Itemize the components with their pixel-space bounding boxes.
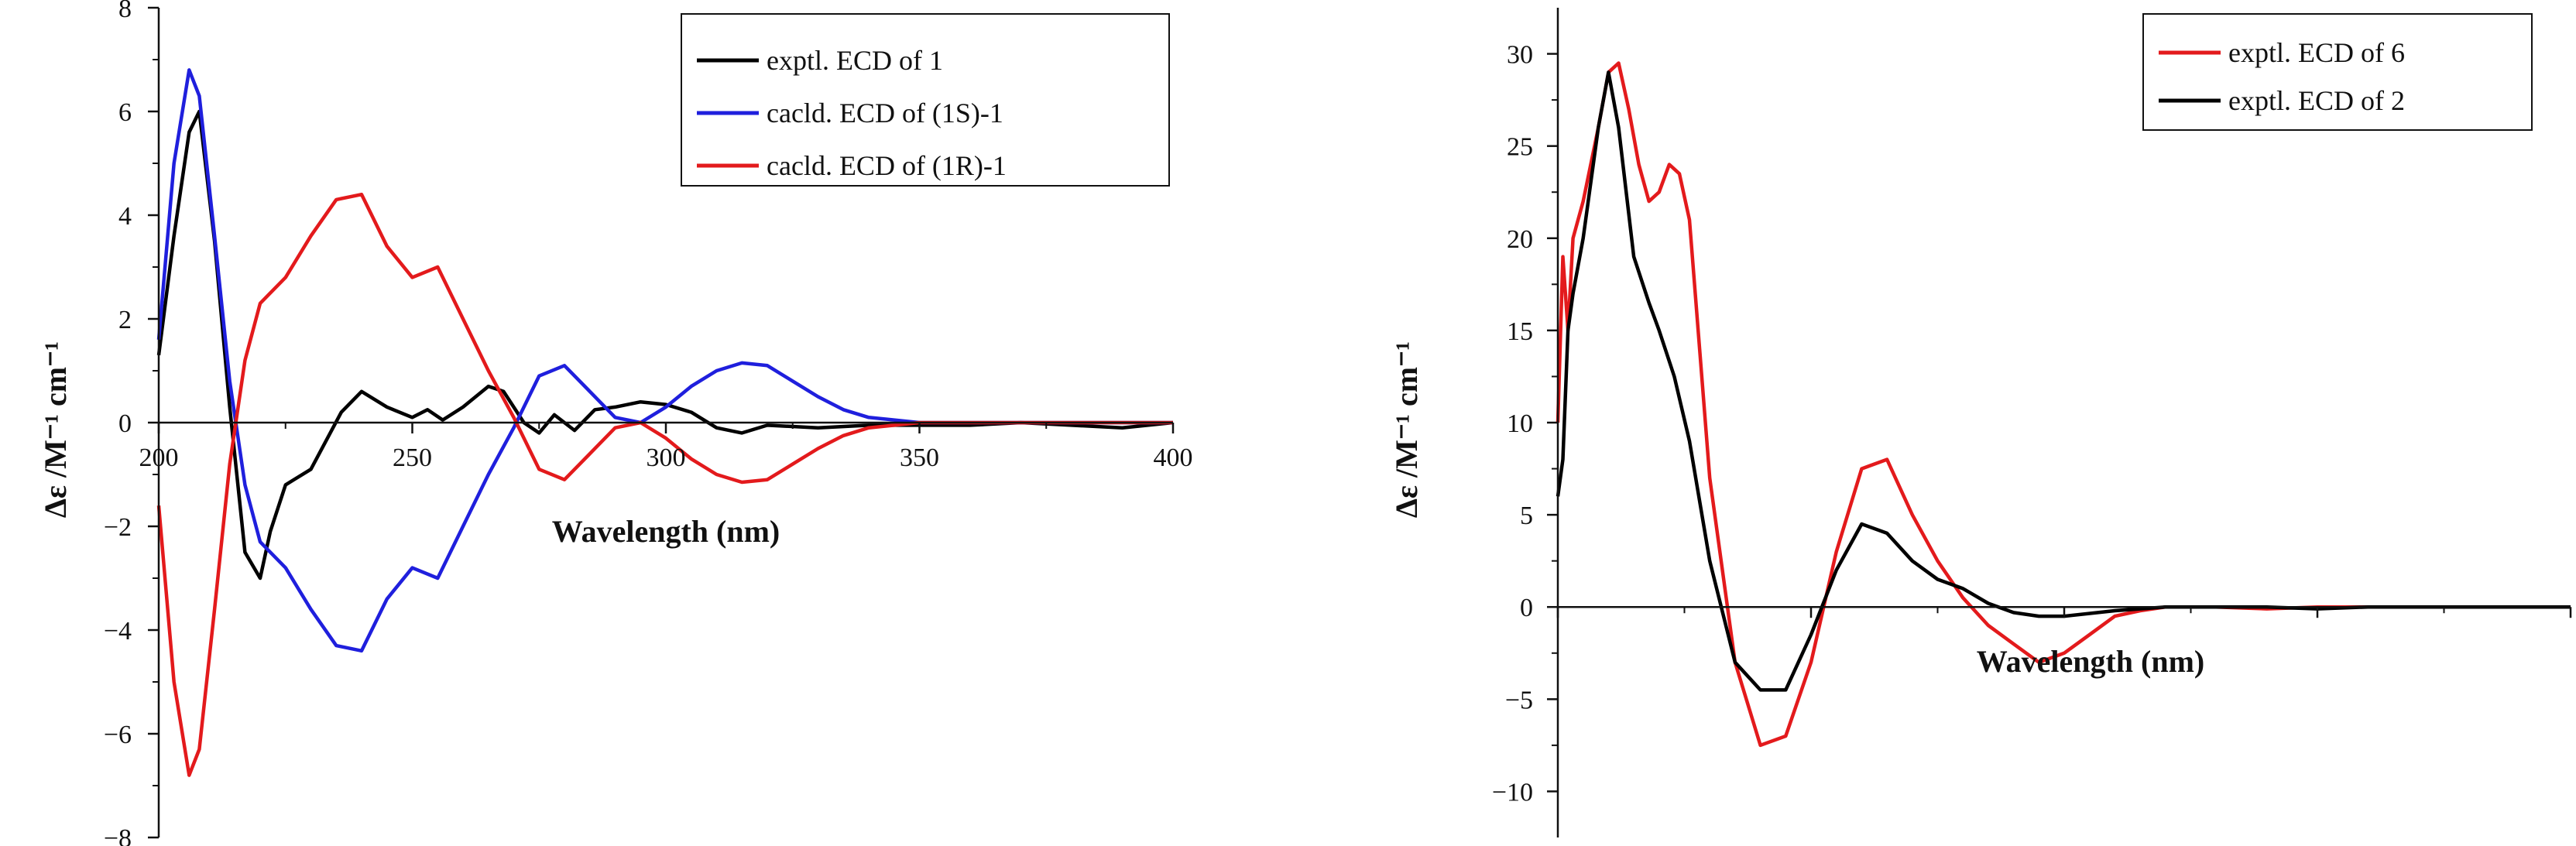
x-axis-title-left: Wavelength (nm): [552, 514, 780, 549]
legend-label-2: exptl. ECD of 2: [2228, 85, 2405, 116]
series-line-1: [156, 109, 1174, 581]
legend-box: [681, 13, 1170, 187]
y-tick-label: 20: [1507, 225, 1533, 254]
y-axis-title-right: Δε /M⁻¹ cm⁻¹: [1389, 341, 1424, 518]
y-axis-title-left: Δε /M⁻¹ cm⁻¹: [38, 341, 73, 518]
series-line-1: [1556, 61, 2571, 748]
y-tick-label: 30: [1507, 41, 1533, 70]
x-tick-label: 400: [1154, 444, 1193, 472]
y-tick-label: 4: [118, 202, 132, 231]
series-line-2: [156, 68, 1173, 653]
x-tick-label: 250: [393, 444, 432, 472]
x-tick-label: 300: [647, 444, 686, 472]
y-tick-label: 6: [118, 98, 132, 127]
y-tick-label: 15: [1507, 317, 1533, 346]
y-tick-label: −5: [1505, 686, 1533, 714]
x-tick-label: 200: [139, 444, 179, 472]
y-tick-label: −8: [104, 824, 132, 846]
y-tick-label: 8: [118, 0, 132, 23]
y-tick-label: 25: [1507, 133, 1533, 162]
x-axis-title-right: Wavelength (nm): [1977, 644, 2204, 679]
legend-label-3: cacld. ECD of (1R)-1: [767, 150, 1007, 181]
y-tick-label: 0: [118, 409, 132, 438]
legend-label-1: exptl. ECD of 6: [2228, 37, 2405, 68]
series-line-2: [1556, 70, 2571, 692]
y-tick-label: 5: [1520, 502, 1533, 530]
x-tick-label: 350: [900, 444, 939, 472]
series-line-3: [156, 192, 1173, 777]
legend-box: [2142, 13, 2533, 131]
y-tick-label: −6: [104, 721, 132, 749]
y-tick-label: 2: [118, 306, 132, 334]
y-tick-label: 10: [1507, 409, 1533, 438]
y-tick-label: −10: [1492, 778, 1533, 807]
chart-right: −10 −5 0 5 10 15 20 25 30 Wavelength (nm) Δε /M⁻…: [1389, 8, 2572, 837]
y-tick-label: 0: [1520, 594, 1533, 622]
chart-left: −8 −6 −4 −2 0 2 4 6 8 200 250 300 350 400 Wavelength …: [38, 0, 1193, 846]
legend-label-2: cacld. ECD of (1S)-1: [767, 98, 1003, 128]
y-tick-label: −2: [104, 513, 132, 542]
y-tick-label: −4: [104, 617, 132, 646]
legend-label-1: exptl. ECD of 1: [767, 45, 943, 76]
